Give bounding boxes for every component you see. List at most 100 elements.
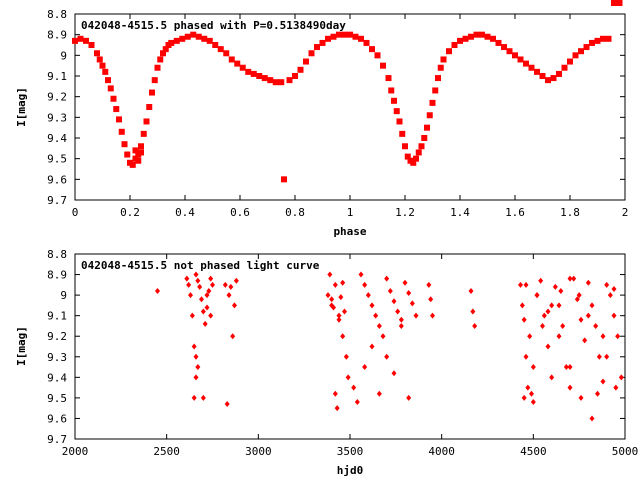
- unphased-y-tick-label: 9: [60, 289, 67, 302]
- unphased-data-point: [376, 322, 382, 329]
- unphased-data-point: [567, 384, 573, 391]
- phased-data-point: [94, 50, 100, 57]
- unphased-data-point: [380, 333, 386, 340]
- unphased-data-point: [193, 353, 199, 360]
- phased-data-point: [616, 0, 623, 6]
- unphased-y-tick-label: 8.8: [47, 248, 67, 261]
- unphased-data-point: [208, 312, 214, 319]
- phased-data-point: [149, 89, 155, 96]
- phased-data-point: [110, 95, 117, 102]
- phased-data-point: [534, 68, 540, 75]
- phased-data-point: [168, 39, 175, 46]
- unphased-data-point: [534, 292, 540, 299]
- unphased-data-point: [206, 288, 212, 294]
- phased-data-point: [102, 68, 109, 75]
- phased-data-point: [99, 62, 106, 69]
- unphased-data-point: [607, 292, 613, 299]
- phased-data-point: [124, 151, 131, 158]
- phased-x-axis-label: phase: [333, 225, 366, 238]
- unphased-data-point: [596, 353, 602, 360]
- unphased-data-point: [574, 296, 580, 303]
- unphased-data-point: [329, 302, 335, 309]
- phased-data-point: [118, 128, 125, 135]
- phased-y-tick-label: 9.1: [47, 70, 67, 83]
- phased-data-point: [396, 118, 403, 125]
- phased-data-point: [212, 42, 219, 48]
- phased-data-point: [468, 33, 474, 40]
- phased-data-point: [426, 112, 433, 119]
- unphased-data-point: [406, 394, 412, 401]
- phased-data-point: [369, 46, 375, 53]
- unphased-data-point: [589, 302, 595, 309]
- unphased-data-point: [472, 322, 478, 329]
- unphased-data-point: [184, 275, 190, 282]
- phased-data-point: [611, 0, 617, 6]
- unphased-data-point: [585, 279, 591, 286]
- phased-data-point: [437, 64, 444, 71]
- phased-light-curve-chart: 0 0.2 0.4 0.6 0.8 1 1.2 1.4 1.6 1.8 2 8.8 8.9 9 9.1 9.…: [15, 0, 628, 238]
- unphased-data-point: [549, 302, 555, 309]
- phased-data-point: [129, 161, 136, 168]
- phased-data-point: [297, 66, 304, 73]
- phased-data-point: [138, 149, 144, 156]
- phased-data-point: [418, 143, 425, 150]
- phased-data-point: [140, 130, 147, 137]
- phased-x-tick-label: 0.2: [120, 206, 140, 219]
- phased-data-point: [402, 143, 408, 150]
- unphased-data-point: [558, 288, 564, 294]
- unphased-x-tick-label: 3000: [245, 445, 272, 458]
- unphased-data-point: [595, 390, 600, 397]
- unphased-data-point: [593, 322, 599, 329]
- phased-data-point: [261, 75, 268, 82]
- unphased-data-point: [345, 374, 351, 381]
- phased-x-axis-ticks: 0 0.2 0.4 0.6 0.8 1 1.2 1.4 1.6 1.8 2: [72, 14, 628, 219]
- unphased-data-point: [391, 370, 397, 377]
- phased-y-tick-label: 9.6: [47, 173, 67, 186]
- phased-y-tick-label: 8.8: [47, 8, 67, 21]
- unphased-data-point: [197, 283, 203, 290]
- phased-chart-title: 042048-4515.5 phased with P=0.5138490day: [81, 19, 346, 32]
- phased-data-point: [358, 35, 364, 42]
- phased-data-point: [380, 62, 386, 69]
- unphased-data-point: [334, 405, 340, 412]
- unphased-data-point: [332, 281, 338, 288]
- unphased-data-point: [199, 296, 204, 303]
- phased-data-point: [314, 44, 320, 51]
- phased-data-point: [393, 108, 400, 115]
- phased-data-point: [374, 52, 381, 59]
- unphased-data-point: [358, 271, 364, 278]
- unphased-data-point: [332, 390, 338, 397]
- unphased-data-point: [189, 312, 195, 319]
- unphased-data-point: [567, 364, 573, 371]
- phased-x-tick-label: 0.8: [285, 206, 305, 219]
- phased-data-point: [151, 77, 158, 84]
- unphased-data-point: [582, 337, 588, 344]
- phased-data-point: [72, 37, 78, 44]
- phased-data-point: [303, 58, 309, 65]
- unphased-data-point: [563, 364, 569, 371]
- phased-data-point: [286, 77, 293, 84]
- unphased-data-point: [578, 316, 584, 323]
- phased-data-point: [105, 77, 111, 84]
- unphased-data-point: [398, 322, 404, 329]
- unphased-data-point: [613, 384, 619, 391]
- phased-data-point: [440, 56, 447, 63]
- phased-data-points: [72, 0, 623, 183]
- unphased-x-axis-ticks: 2000 2500 3000 3500 4000 4500 5000: [62, 254, 638, 458]
- phased-data-point: [517, 56, 524, 63]
- phased-data-point: [146, 104, 153, 110]
- phased-data-point: [600, 35, 606, 42]
- unphased-data-point: [589, 415, 595, 422]
- unphased-x-tick-label: 2000: [62, 445, 89, 458]
- unphased-data-point: [578, 394, 584, 401]
- phased-y-axis-label: I[mag]: [15, 87, 28, 127]
- phased-data-point: [550, 75, 557, 82]
- unphased-data-point: [365, 292, 371, 299]
- unphased-data-point: [402, 279, 408, 286]
- phased-data-point: [594, 37, 601, 44]
- unphased-data-point: [200, 308, 206, 315]
- unphased-x-tick-label: 4000: [428, 445, 455, 458]
- unphased-data-point: [233, 277, 239, 284]
- phased-data-point: [490, 35, 496, 42]
